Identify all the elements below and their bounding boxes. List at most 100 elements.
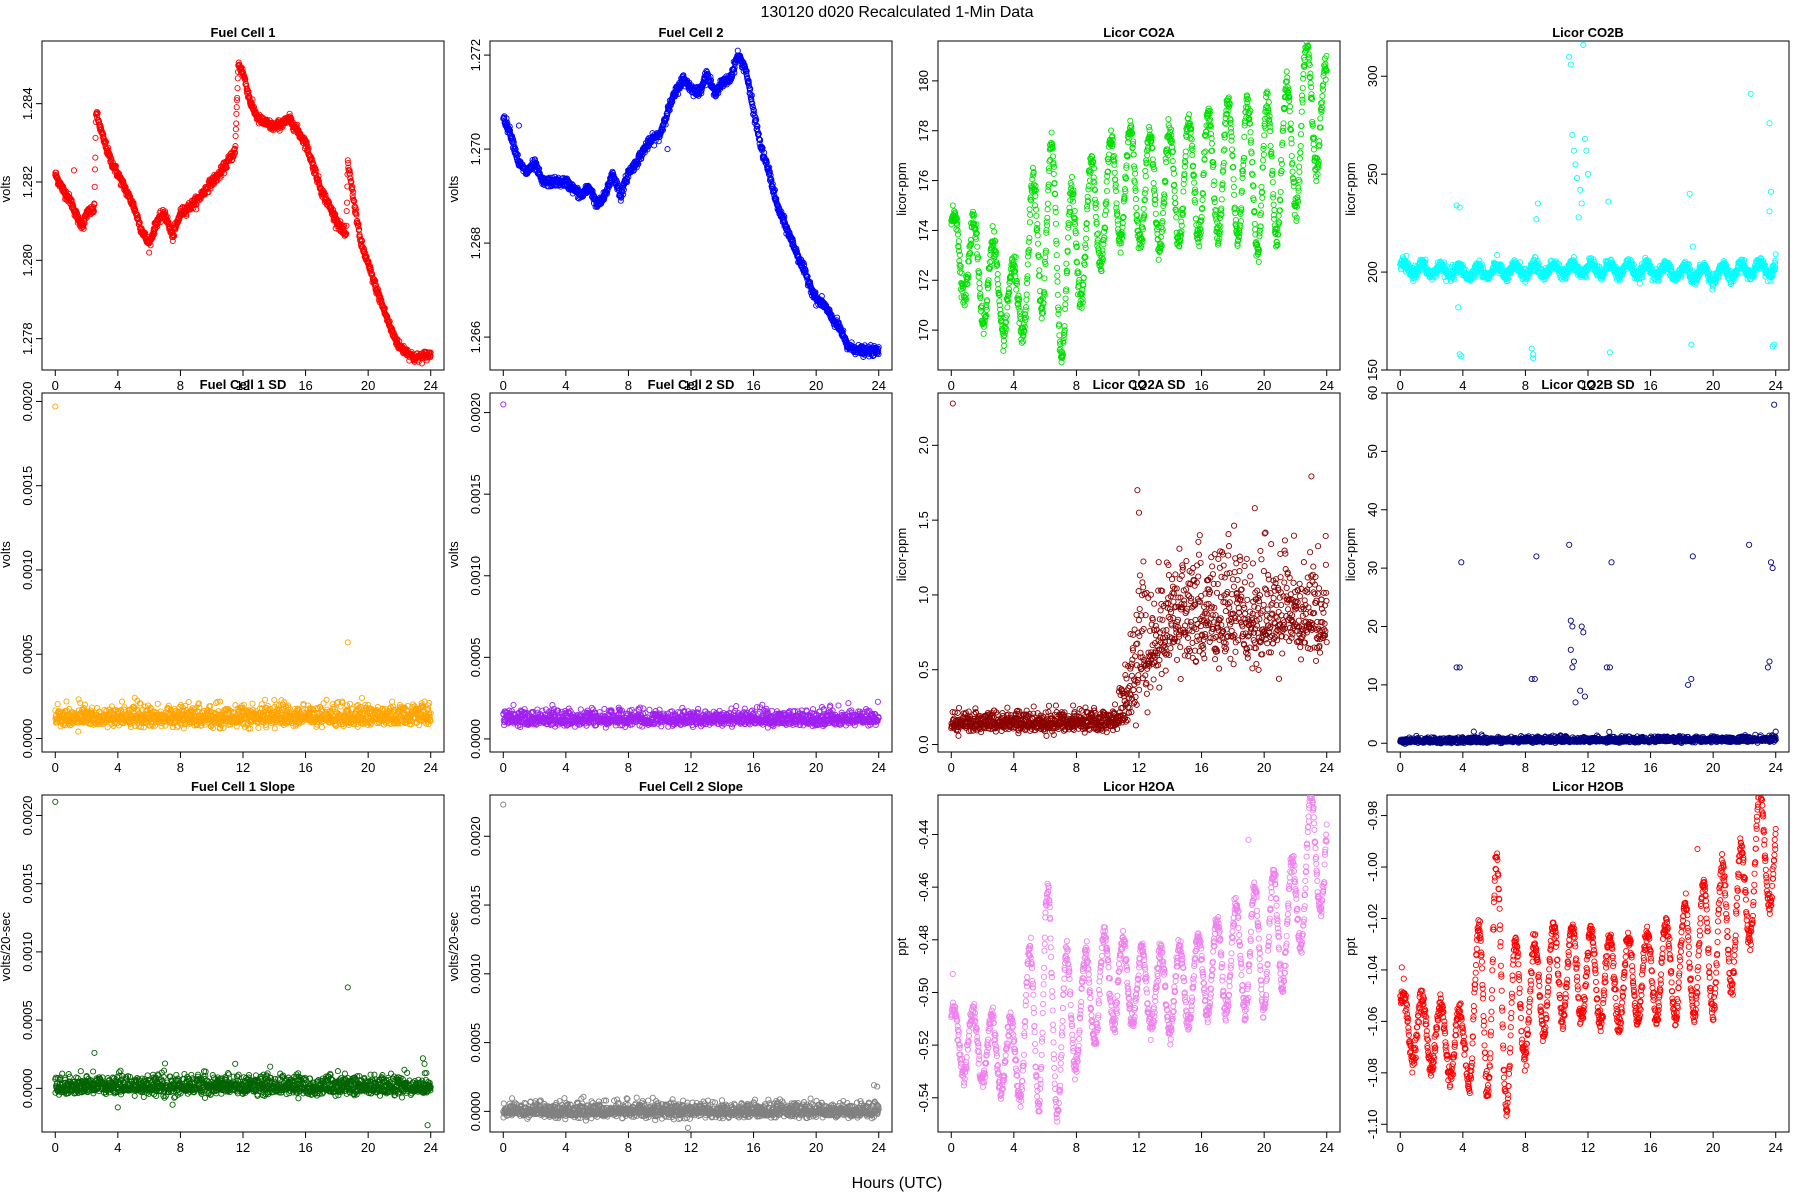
data-point xyxy=(1055,310,1062,317)
data-point xyxy=(1255,258,1262,265)
data-point xyxy=(1271,207,1278,214)
data-point xyxy=(663,115,670,122)
data-point xyxy=(715,90,722,97)
data-point xyxy=(1189,146,1196,153)
data-point xyxy=(1278,160,1285,167)
data-point xyxy=(153,223,161,230)
data-point xyxy=(1273,239,1280,246)
data-point xyxy=(1142,173,1149,180)
data-point xyxy=(1251,220,1258,227)
data-point xyxy=(1220,162,1227,169)
data-point xyxy=(1084,206,1091,213)
data-point xyxy=(1264,90,1271,97)
data-point xyxy=(644,146,651,153)
data-point xyxy=(1059,351,1066,358)
data-point xyxy=(1220,159,1227,167)
data-point xyxy=(1024,261,1031,268)
x-tick-label: 16 xyxy=(746,378,760,393)
x-tick-label: 16 xyxy=(1643,378,1657,393)
data-point xyxy=(1209,147,1216,154)
data-point xyxy=(1189,151,1196,159)
data-point xyxy=(749,104,756,111)
data-point xyxy=(150,232,157,239)
data-point xyxy=(1027,211,1034,218)
data-point xyxy=(1044,200,1051,207)
data-point xyxy=(1310,141,1317,148)
data-point xyxy=(350,188,357,196)
data-point xyxy=(1240,162,1247,169)
data-point xyxy=(1295,187,1302,194)
data-point xyxy=(1177,232,1185,239)
data-point xyxy=(954,227,961,234)
data-point xyxy=(514,151,521,158)
x-tick-label: 20 xyxy=(1257,378,1271,393)
y-tick-label: 1.280 xyxy=(20,244,35,277)
data-point xyxy=(1064,268,1071,275)
data-point xyxy=(1422,256,1429,263)
data-point xyxy=(1309,122,1316,129)
data-point xyxy=(1286,108,1293,115)
data-point xyxy=(246,93,253,100)
data-point xyxy=(1191,189,1198,197)
data-point xyxy=(1029,176,1036,183)
data-point xyxy=(1207,108,1214,115)
data-point xyxy=(1035,253,1042,260)
data-point xyxy=(1110,154,1117,161)
data-point xyxy=(383,312,390,320)
data-point xyxy=(1008,274,1015,281)
data-point xyxy=(1217,212,1224,219)
data-point xyxy=(1034,232,1041,239)
data-point xyxy=(358,238,366,245)
data-point xyxy=(980,320,987,327)
data-point xyxy=(1129,129,1136,137)
data-point xyxy=(1112,181,1119,188)
data-point xyxy=(1026,219,1033,226)
data-point xyxy=(1319,93,1326,100)
data-point xyxy=(154,220,161,227)
data-point xyxy=(1054,278,1061,285)
data-point xyxy=(354,219,361,227)
data-point xyxy=(1266,116,1273,123)
data-point xyxy=(1211,195,1218,202)
data-point xyxy=(1279,141,1286,149)
y-axis-label: licor-ppm xyxy=(894,162,909,215)
data-point xyxy=(1150,180,1157,187)
y-tick-label: 250 xyxy=(1365,163,1380,185)
data-point xyxy=(1171,187,1178,194)
y-tick-label: 200 xyxy=(1365,261,1380,283)
data-point xyxy=(1092,213,1099,220)
data-point xyxy=(1139,238,1146,245)
data-point xyxy=(1228,146,1236,153)
data-point xyxy=(1129,144,1136,151)
data-point xyxy=(1040,300,1047,307)
data-point xyxy=(1053,237,1060,244)
data-point xyxy=(767,175,774,182)
data-point xyxy=(1080,274,1087,281)
data-point xyxy=(976,285,983,292)
data-point xyxy=(1125,135,1132,142)
data-point xyxy=(1208,130,1215,137)
series-points xyxy=(52,59,434,367)
data-point xyxy=(953,215,960,222)
data-point xyxy=(1201,155,1208,162)
data-point xyxy=(427,349,434,356)
data-point xyxy=(1025,238,1032,245)
data-point xyxy=(322,191,329,198)
data-point xyxy=(233,110,240,117)
data-point xyxy=(971,211,978,218)
data-point xyxy=(1297,143,1304,150)
data-point xyxy=(1192,199,1199,206)
data-point xyxy=(1451,275,1458,282)
data-point xyxy=(1187,135,1194,142)
data-point xyxy=(1052,220,1059,227)
y-tick-label: 1.284 xyxy=(20,87,35,120)
data-point xyxy=(1073,243,1080,250)
data-point xyxy=(1151,192,1159,199)
data-point xyxy=(1072,215,1079,222)
data-point xyxy=(975,254,982,261)
data-point xyxy=(1054,272,1061,279)
data-point xyxy=(610,172,617,179)
data-point xyxy=(1042,261,1049,268)
data-point xyxy=(1161,193,1168,200)
